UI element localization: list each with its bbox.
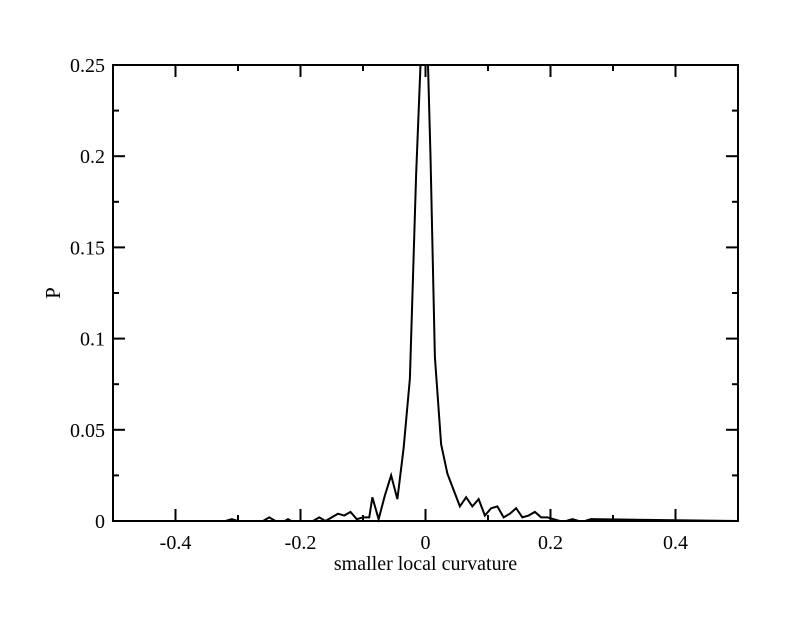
y-tick-label: 0.15 <box>70 237 105 259</box>
x-tick-label: 0.4 <box>663 532 688 554</box>
y-axis-label: P <box>41 287 65 299</box>
x-tick-label: 0 <box>421 532 431 554</box>
x-axis-label: smaller local curvature <box>334 553 517 575</box>
y-tick-label: 0.1 <box>80 329 105 351</box>
series-line <box>113 64 739 523</box>
y-tick-label: 0.05 <box>70 420 105 442</box>
x-tick-label: -0.2 <box>285 532 317 554</box>
x-tick-label: 0.2 <box>538 532 563 554</box>
tick-labels-layer: -0.4 -0.2 0 0.2 0.4 0 0.05 0.1 0.15 0.2 0.25 <box>70 55 688 554</box>
y-tick-label: 0.25 <box>70 55 105 77</box>
plot-frame <box>112 64 739 522</box>
series-layer <box>113 64 739 523</box>
y-tick-label: 0.2 <box>80 146 105 168</box>
x-tick-label: -0.4 <box>160 532 192 554</box>
y-tick-label: 0 <box>95 511 105 533</box>
ticks-layer <box>112 64 739 522</box>
